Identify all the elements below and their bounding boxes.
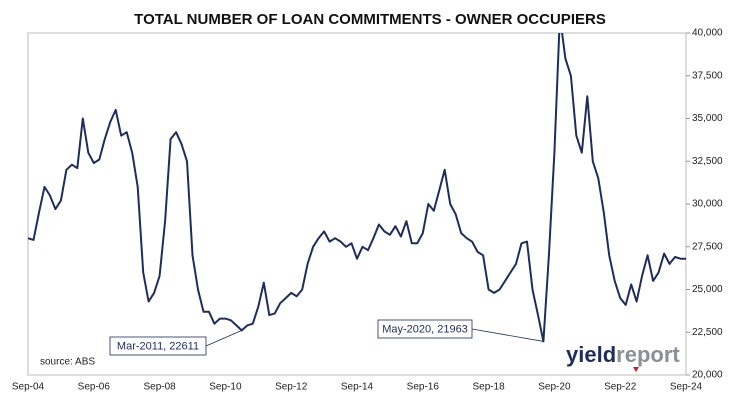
y-tick-label: 35,000 [692, 113, 723, 124]
y-tick-label: 40,000 [692, 28, 723, 39]
x-tick-label: Sep-20 [538, 382, 571, 393]
x-tick-label: Sep-04 [12, 382, 45, 393]
x-tick-label: Sep-06 [78, 382, 111, 393]
plot-frame [27, 32, 687, 376]
y-tick-label: 22,500 [692, 327, 723, 338]
annotation-box [109, 336, 207, 356]
x-tick-label: Sep-14 [341, 382, 374, 393]
logo-part: yield [566, 342, 616, 367]
logo-mark [633, 367, 639, 372]
x-tick-label: Sep-10 [209, 382, 242, 393]
annotation-text: May-2020, 21963 [382, 323, 468, 335]
annotation-box [377, 319, 473, 339]
x-tick-label: Sep-24 [670, 382, 703, 393]
y-tick-label: 32,500 [692, 156, 723, 167]
annotation-leader [471, 328, 544, 342]
y-tick-label: 30,000 [692, 199, 723, 210]
x-tick-label: Sep-18 [472, 382, 505, 393]
y-tick-label: 27,500 [692, 241, 723, 252]
x-tick-label: Sep-12 [275, 382, 308, 393]
y-tick-label: 25,000 [692, 284, 723, 295]
logo: yieldreport [566, 342, 680, 367]
logo-part: report [616, 342, 680, 367]
annotation-text: Mar-2011, 22611 [117, 340, 199, 352]
source-note: source: ABS [40, 357, 95, 368]
x-tick-label: Sep-22 [604, 382, 637, 393]
y-tick-label: 37,500 [692, 70, 723, 81]
x-tick-label: Sep-08 [143, 382, 176, 393]
y-tick-label: 20,000 [692, 370, 723, 381]
line-series [28, 33, 686, 343]
chart-title: TOTAL NUMBER OF LOAN COMMITMENTS - OWNER… [134, 11, 606, 28]
x-tick-label: Sep-16 [407, 382, 440, 393]
annotation-leader [205, 329, 243, 347]
